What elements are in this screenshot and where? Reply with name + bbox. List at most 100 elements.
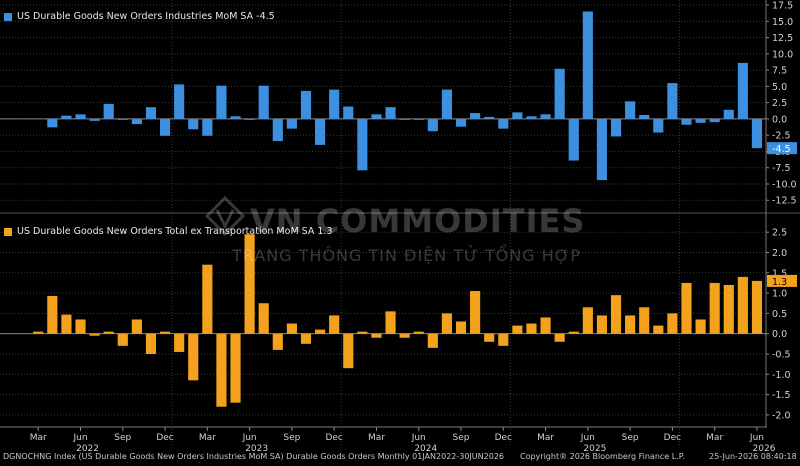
bar — [103, 331, 114, 334]
y-tick-label: 5.0 — [772, 82, 787, 93]
bar — [582, 11, 593, 119]
bar — [315, 329, 326, 334]
bar — [258, 303, 269, 334]
y-tick-label: 12.5 — [772, 33, 793, 44]
bar — [667, 313, 678, 334]
y-tick-label: 0.5 — [772, 309, 787, 320]
bar — [568, 118, 579, 161]
bar — [145, 333, 157, 354]
bar — [610, 295, 622, 334]
bar — [61, 314, 72, 334]
bar — [300, 333, 312, 344]
bar — [427, 333, 438, 348]
x-month-label: Sep — [622, 433, 639, 443]
top-panel-legend: US Durable Goods New Orders Industries M… — [4, 11, 275, 22]
y-tick-label: 15.0 — [772, 17, 793, 28]
y-tick-label: -0.5 — [772, 349, 791, 360]
bar — [653, 118, 664, 133]
bar — [202, 264, 213, 334]
bar — [216, 333, 227, 407]
bar — [174, 84, 185, 119]
x-month-label: Jun — [749, 433, 764, 443]
y-tick-label: -1.5 — [772, 390, 791, 401]
bar — [470, 113, 481, 119]
bar — [540, 114, 551, 119]
bottom-panel-legend: US Durable Goods New Orders Total ex Tra… — [4, 226, 333, 237]
bar — [526, 323, 537, 334]
bar — [159, 331, 171, 334]
bar — [484, 116, 495, 119]
bar — [75, 114, 86, 119]
bar — [427, 118, 438, 132]
x-month-label: Dec — [664, 433, 681, 443]
last-value-label: 1.3 — [772, 277, 787, 288]
bar — [399, 118, 410, 120]
bar — [681, 282, 692, 334]
bar — [216, 85, 227, 119]
y-tick-label: 17.5 — [772, 1, 793, 12]
bar — [498, 333, 509, 346]
bar — [610, 118, 622, 137]
bar — [385, 107, 396, 119]
bar — [540, 317, 551, 334]
bar — [639, 307, 650, 334]
bar — [737, 62, 748, 119]
bottom-legend-swatch — [4, 227, 12, 236]
bar — [244, 118, 255, 120]
bar — [117, 333, 128, 346]
top-panel-title: US Durable Goods New Orders Industries M… — [17, 11, 275, 22]
bar — [455, 118, 467, 127]
bar — [751, 280, 763, 334]
bar — [582, 307, 593, 334]
bar — [723, 109, 734, 119]
bar — [399, 333, 410, 338]
y-tick-label: 2.5 — [772, 228, 787, 239]
bar — [117, 118, 128, 120]
bar — [145, 107, 157, 119]
y-tick-label: 2.0 — [772, 248, 787, 259]
x-month-label: Dec — [495, 433, 512, 443]
x-year-label: 2025 — [583, 444, 606, 454]
x-year-label: 2022 — [76, 444, 99, 454]
bar — [596, 118, 608, 181]
bar — [554, 333, 565, 342]
bar — [329, 89, 340, 119]
last-value-tag — [767, 274, 797, 287]
y-tick-label: -1.0 — [772, 370, 791, 381]
bar — [625, 101, 636, 119]
y-tick-label: 0.0 — [772, 329, 787, 340]
bar — [470, 291, 481, 334]
x-month-label: Mar — [199, 433, 216, 443]
bar — [512, 112, 523, 119]
bar — [498, 118, 509, 129]
bar — [723, 284, 734, 334]
bar — [272, 118, 283, 142]
bar — [512, 325, 523, 334]
y-tick-label: 1.0 — [772, 289, 787, 300]
bar — [568, 331, 579, 334]
bar — [441, 313, 452, 334]
x-month-label: Jun — [72, 433, 87, 443]
x-month-label: Sep — [114, 433, 131, 443]
y-tick-label: -2.5 — [772, 131, 791, 142]
bar — [695, 319, 706, 334]
x-month-label: Dec — [156, 433, 173, 443]
last-value-label: -4.5 — [772, 144, 791, 155]
bar — [709, 282, 720, 334]
y-tick-label: 0.0 — [772, 114, 787, 125]
bar — [272, 333, 283, 350]
bar — [89, 118, 100, 121]
y-tick-label: -2.0 — [772, 410, 791, 421]
bar — [230, 116, 241, 119]
bar — [737, 276, 748, 334]
bottom-panel-title: US Durable Goods New Orders Total ex Tra… — [17, 226, 333, 237]
bar — [159, 118, 171, 136]
bar — [103, 103, 114, 119]
y-tick-label: 7.5 — [772, 66, 787, 77]
bar — [286, 323, 297, 334]
bar — [357, 331, 368, 334]
bar — [709, 118, 720, 123]
bar — [174, 333, 185, 352]
bar — [413, 118, 424, 120]
